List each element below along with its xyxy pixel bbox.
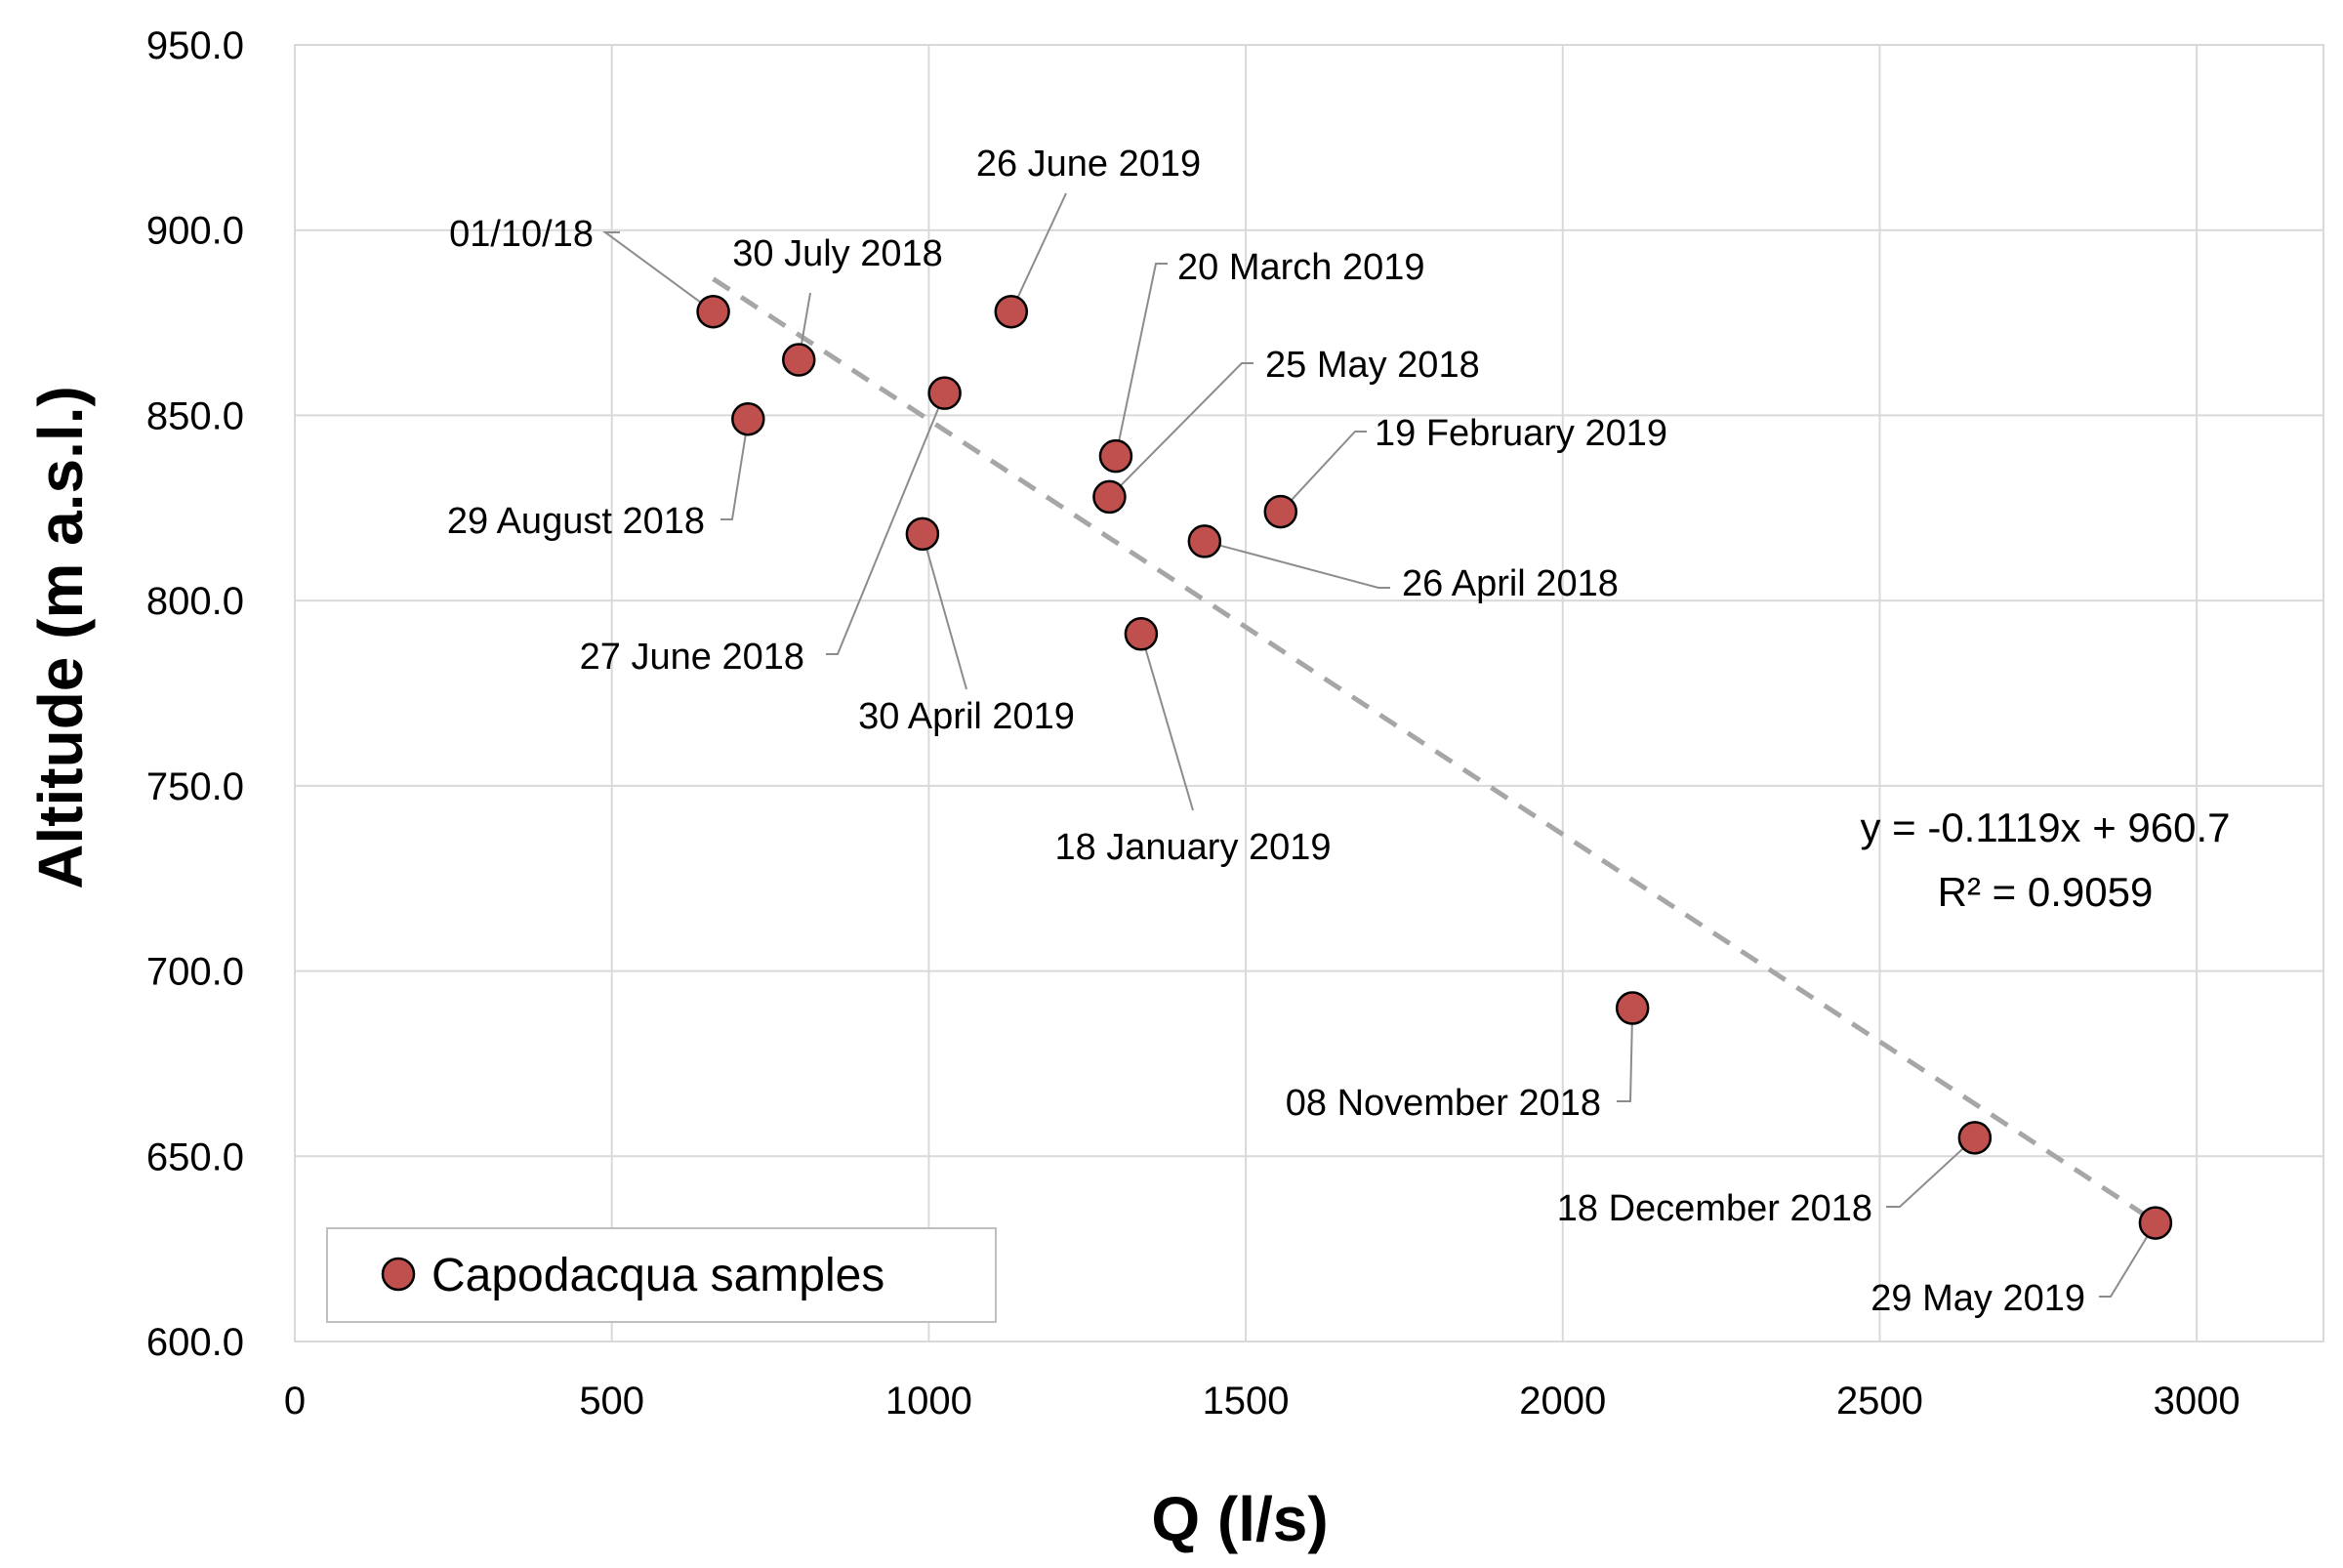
legend-marker: [381, 1257, 416, 1292]
point-label: 29 August 2018: [447, 501, 705, 542]
y-tick-label: 900.0: [146, 210, 244, 253]
x-tick-label: 500: [579, 1380, 644, 1423]
point-label: 30 July 2018: [732, 233, 943, 274]
annotation-leader: [1114, 263, 1168, 457]
data-point: [1957, 1121, 1993, 1155]
point-label: 26 June 2019: [976, 144, 1201, 185]
data-point: [731, 401, 765, 436]
grid: [294, 44, 2323, 1342]
data-point: [1124, 617, 1159, 651]
y-tick-label: 800.0: [146, 580, 244, 623]
legend-label: Capodacqua samples: [432, 1250, 884, 1301]
data-point: [1615, 991, 1650, 1025]
legend-box: [326, 1227, 997, 1323]
trendline: [712, 276, 2158, 1224]
point-labels: 01/10/18 30 July 2018 29 August 2018 26 Jun…: [447, 144, 2085, 1319]
x-tick-label: 1500: [1203, 1380, 1290, 1423]
data-point: [782, 343, 816, 377]
data-point: [1098, 438, 1133, 474]
annotation-leader: [826, 392, 946, 655]
point-label: 01/10/18: [449, 214, 594, 255]
annotation-leader: [720, 419, 750, 520]
plot-area: [294, 44, 2324, 1342]
data-point: [1263, 494, 1298, 529]
annotation-leader: [1617, 1008, 1634, 1102]
x-tick-labels: 0 500 1000 1500 2000 2500 3000: [284, 1380, 2240, 1423]
point-label: 19 February 2019: [1375, 413, 1667, 454]
y-tick-labels: 600.0 650.0 700.0 750.0 800.0 850.0 900.0 950.0: [146, 24, 244, 1364]
annotation-leader: [1886, 1136, 1976, 1208]
y-tick-label: 950.0: [146, 24, 244, 67]
data-point: [2138, 1206, 2173, 1240]
point-label: 30 April 2019: [858, 696, 1075, 737]
x-axis-title: Q (l/s): [1151, 1484, 1328, 1554]
legend: Capodacqua samples: [326, 1227, 997, 1323]
data-point: [1187, 524, 1222, 558]
point-label: 08 November 2018: [1286, 1083, 1601, 1124]
annotation-leaders: [601, 192, 2157, 1298]
annotation-leader: [1280, 431, 1367, 513]
y-tick-label: 700.0: [146, 951, 244, 994]
data-point: [696, 294, 730, 329]
data-point: [1092, 479, 1127, 515]
data-point: [927, 376, 962, 410]
data-point: [905, 516, 940, 552]
data-points: [696, 294, 2173, 1240]
trendline-equation: y = -0.1119x + 960.7: [1860, 805, 2230, 850]
point-label: 18 January 2019: [1054, 827, 1331, 868]
annotation-leader: [1204, 540, 1390, 589]
annotation-leader: [601, 231, 715, 312]
y-tick-label: 600.0: [146, 1321, 244, 1364]
point-label: 27 June 2018: [580, 637, 804, 678]
y-axis-title: Altitude (m a.s.l.): [25, 386, 96, 889]
annotation-leader: [921, 533, 967, 690]
y-tick-label: 750.0: [146, 765, 244, 808]
annotation-leader: [1009, 192, 1067, 312]
x-tick-label: 3000: [2154, 1380, 2240, 1423]
annotation-leader: [1108, 362, 1254, 498]
point-label: 25 May 2018: [1265, 345, 1480, 386]
point-label: 29 May 2019: [1870, 1278, 2085, 1319]
annotation-leader: [1139, 634, 1194, 811]
annotation-leader: [2099, 1222, 2157, 1298]
data-point: [994, 294, 1029, 329]
x-tick-label: 2000: [1519, 1380, 1606, 1423]
point-label: 20 March 2019: [1177, 247, 1425, 288]
trendline-r-squared: R² = 0.9059: [1938, 869, 2154, 915]
point-label: 18 December 2018: [1557, 1188, 1872, 1229]
y-tick-label: 650.0: [146, 1135, 244, 1178]
point-label: 26 April 2018: [1402, 563, 1619, 604]
y-tick-label: 850.0: [146, 394, 244, 437]
x-tick-label: 2500: [1836, 1380, 1923, 1423]
x-tick-label: 0: [284, 1380, 306, 1423]
x-tick-label: 1000: [885, 1380, 972, 1423]
